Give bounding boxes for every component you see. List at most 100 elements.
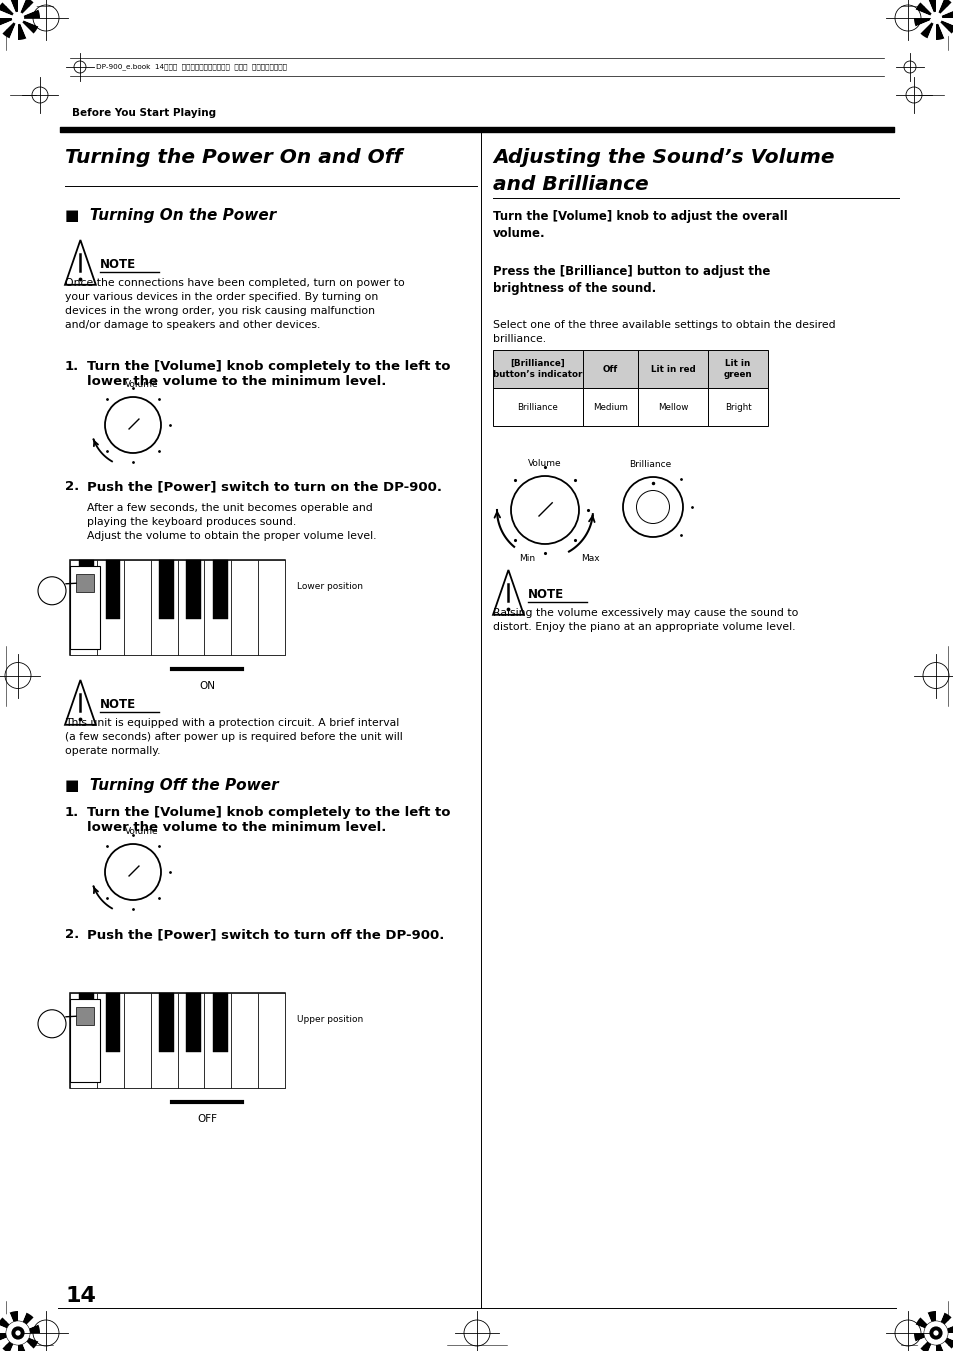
- Wedge shape: [935, 18, 953, 34]
- Text: 1.: 1.: [65, 359, 79, 373]
- Bar: [638, 388, 707, 426]
- Bar: [124, 561, 151, 655]
- Bar: [106, 993, 120, 1052]
- Bar: [177, 561, 204, 655]
- Text: 14: 14: [65, 1286, 95, 1306]
- Text: Press the [Brilliance] button to adjust the
brightness of the sound.: Press the [Brilliance] button to adjust …: [493, 265, 770, 295]
- Text: Adjusting the Sound’s Volume: Adjusting the Sound’s Volume: [493, 149, 834, 168]
- Text: Before You Start Playing: Before You Start Playing: [71, 108, 216, 118]
- Circle shape: [38, 577, 66, 605]
- Wedge shape: [935, 1313, 950, 1333]
- Bar: [79, 993, 93, 1052]
- Bar: [231, 561, 258, 655]
- Bar: [186, 993, 201, 1052]
- Bar: [76, 1006, 94, 1025]
- Circle shape: [928, 1327, 942, 1340]
- Wedge shape: [913, 9, 935, 18]
- Wedge shape: [3, 1333, 18, 1351]
- Circle shape: [6, 1321, 30, 1346]
- Wedge shape: [18, 1333, 27, 1351]
- Text: Upper position: Upper position: [296, 1015, 363, 1024]
- Wedge shape: [915, 1317, 935, 1333]
- Wedge shape: [935, 9, 953, 18]
- Circle shape: [932, 1331, 938, 1336]
- Bar: [159, 993, 174, 1052]
- Wedge shape: [18, 1333, 33, 1351]
- Bar: [707, 350, 767, 388]
- Bar: [70, 993, 285, 1088]
- Text: Turn the [Volume] knob to adjust the overall
volume.: Turn the [Volume] knob to adjust the ove…: [493, 209, 787, 240]
- Text: Once the connections have been completed, turn on power to
your various devices : Once the connections have been completed…: [65, 278, 404, 330]
- Wedge shape: [935, 1333, 950, 1351]
- Wedge shape: [935, 1333, 943, 1351]
- Wedge shape: [0, 18, 18, 34]
- Bar: [151, 561, 177, 655]
- Text: Medium: Medium: [593, 403, 627, 412]
- Text: 2.: 2.: [65, 928, 79, 942]
- Circle shape: [11, 1327, 25, 1340]
- Text: ■  Turning Off the Power: ■ Turning Off the Power: [65, 778, 278, 793]
- Text: Select one of the three available settings to obtain the desired
brilliance.: Select one of the three available settin…: [493, 320, 835, 345]
- Wedge shape: [920, 18, 935, 38]
- Bar: [638, 350, 707, 388]
- Text: Lit in red: Lit in red: [650, 365, 695, 373]
- Wedge shape: [0, 1333, 18, 1348]
- Bar: [204, 561, 231, 655]
- Text: 1.: 1.: [65, 807, 79, 819]
- Text: Raising the volume excessively may cause the sound to
distort. Enjoy the piano a: Raising the volume excessively may cause…: [493, 608, 798, 632]
- Wedge shape: [920, 1313, 935, 1333]
- Circle shape: [923, 1321, 947, 1346]
- Wedge shape: [935, 1333, 953, 1348]
- Bar: [70, 566, 100, 650]
- Bar: [124, 993, 151, 1088]
- Wedge shape: [913, 1324, 935, 1333]
- Text: Volume: Volume: [125, 380, 158, 389]
- Bar: [204, 993, 231, 1088]
- Wedge shape: [935, 0, 950, 18]
- Bar: [151, 993, 177, 1088]
- Bar: [70, 993, 97, 1088]
- Text: Off: Off: [602, 365, 618, 373]
- Text: DP-900_e.book  14ページ  ２００４年１１月２９日  月曜日  午後１２時５８分: DP-900_e.book 14ページ ２００４年１１月２９日 月曜日 午後１２…: [96, 63, 287, 70]
- Circle shape: [929, 12, 942, 24]
- Circle shape: [38, 1009, 66, 1038]
- Wedge shape: [926, 1333, 935, 1351]
- Bar: [97, 993, 124, 1088]
- Wedge shape: [10, 1310, 18, 1333]
- Circle shape: [105, 397, 161, 453]
- Text: 2.: 2.: [65, 480, 79, 493]
- Wedge shape: [18, 18, 38, 34]
- Wedge shape: [18, 1324, 40, 1333]
- Wedge shape: [935, 1333, 953, 1342]
- Wedge shape: [913, 1333, 935, 1342]
- Text: Volume: Volume: [527, 459, 561, 467]
- Wedge shape: [935, 18, 953, 27]
- Text: Turn the [Volume] knob completely to the left to
lower the volume to the minimum: Turn the [Volume] knob completely to the…: [87, 359, 450, 388]
- Bar: [177, 993, 204, 1088]
- Bar: [231, 993, 258, 1088]
- Wedge shape: [3, 0, 18, 18]
- Wedge shape: [935, 0, 943, 18]
- Bar: [159, 561, 174, 619]
- Text: ON: ON: [199, 681, 215, 690]
- Wedge shape: [920, 1333, 935, 1351]
- Wedge shape: [18, 18, 33, 38]
- Wedge shape: [18, 1333, 40, 1342]
- Text: Lower position: Lower position: [296, 582, 363, 592]
- Wedge shape: [3, 1313, 18, 1333]
- Wedge shape: [18, 3, 38, 18]
- Wedge shape: [0, 1317, 18, 1333]
- Text: Turning the Power On and Off: Turning the Power On and Off: [65, 149, 402, 168]
- Wedge shape: [18, 0, 27, 18]
- Wedge shape: [0, 1324, 18, 1333]
- Wedge shape: [3, 18, 18, 38]
- Text: This unit is equipped with a protection circuit. A brief interval
(a few seconds: This unit is equipped with a protection …: [65, 717, 402, 757]
- Text: Min: Min: [518, 554, 535, 563]
- Bar: [493, 388, 582, 426]
- Text: Max: Max: [580, 554, 598, 563]
- Text: Brilliance: Brilliance: [517, 403, 558, 412]
- Wedge shape: [10, 1333, 18, 1351]
- Wedge shape: [915, 18, 935, 34]
- Wedge shape: [18, 1317, 38, 1333]
- Text: Push the [Power] switch to turn on the DP-900.: Push the [Power] switch to turn on the D…: [87, 480, 441, 493]
